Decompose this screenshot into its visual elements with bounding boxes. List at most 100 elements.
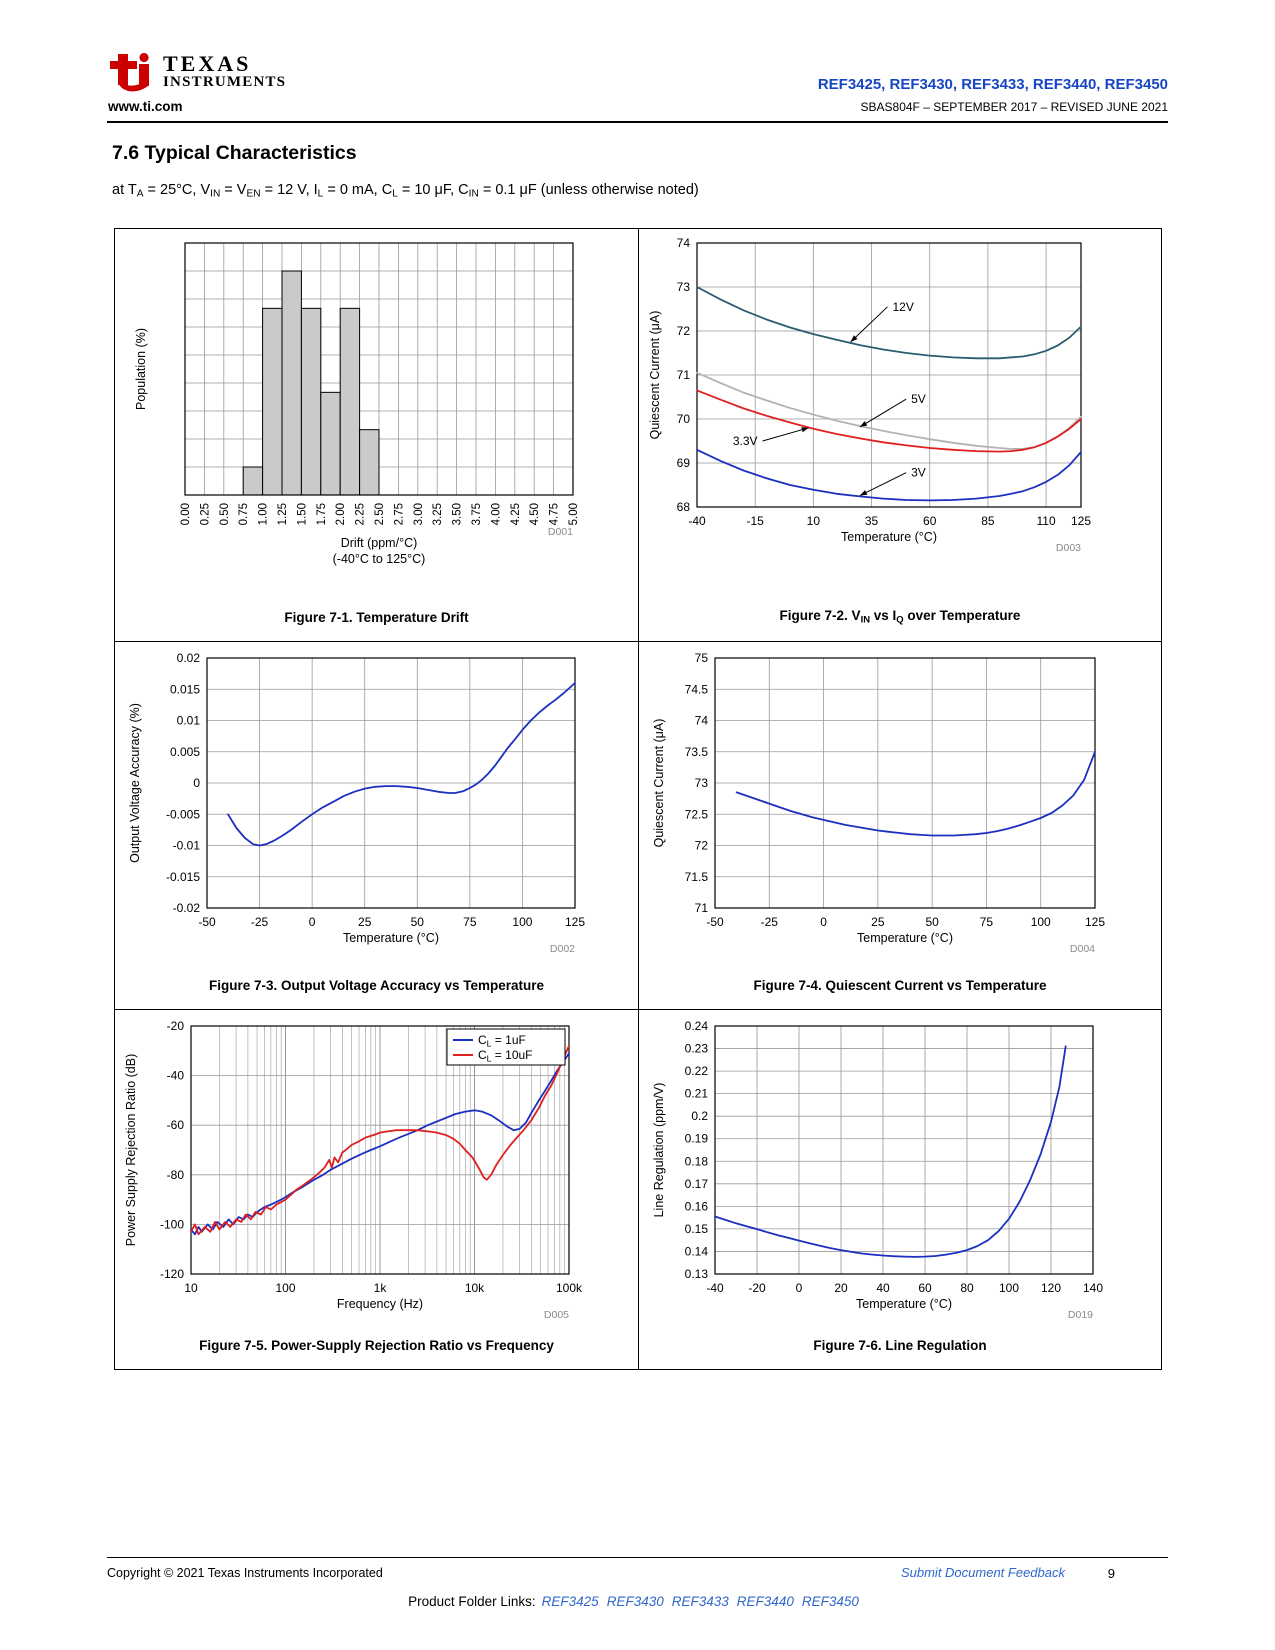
svg-text:Temperature (°C): Temperature (°C) [343, 931, 439, 945]
svg-text:3.75: 3.75 [471, 503, 483, 525]
figure-7-2-caption: Figure 7-2. VIN vs IQ over Temperature [779, 607, 1021, 625]
figure-7-6-chart: -40 -20 0 20 40 60 80 100 120 140 0.13 0.14 0.15 0.16… [652, 1019, 1103, 1321]
svg-text:110: 110 [1037, 514, 1056, 528]
svg-text:-40: -40 [167, 1069, 185, 1083]
product-link-ref3433[interactable]: REF3433 [671, 1594, 729, 1609]
product-link-ref3430[interactable]: REF3430 [606, 1594, 664, 1609]
figure-7-5-chart: 10 100 1k 10k 100k -120 -100 -80 -60 -40 -20 Freque… [124, 1019, 583, 1321]
svg-text:-80: -80 [167, 1168, 185, 1182]
svg-text:0.23: 0.23 [685, 1042, 709, 1056]
figure-7-6-cell: -40 -20 0 20 40 60 80 100 120 140 0.13 0.14 0.15 0.16… [638, 1009, 1161, 1369]
product-link-ref3450[interactable]: REF3450 [801, 1594, 859, 1609]
svg-text:0.2: 0.2 [691, 1109, 708, 1123]
svg-text:60: 60 [918, 1281, 932, 1295]
svg-text:0.015: 0.015 [170, 682, 200, 696]
product-link-ref3425[interactable]: REF3425 [541, 1594, 599, 1609]
svg-text:25: 25 [871, 915, 885, 929]
svg-text:10: 10 [807, 514, 821, 528]
svg-text:-20: -20 [748, 1281, 766, 1295]
wordmark-line1: TEXAS [163, 51, 252, 76]
svg-text:-0.02: -0.02 [173, 901, 201, 915]
svg-text:0.18: 0.18 [685, 1154, 709, 1168]
svg-text:100: 100 [1031, 915, 1051, 929]
svg-text:-40: -40 [706, 1281, 724, 1295]
svg-text:0.22: 0.22 [685, 1064, 709, 1078]
section-title: 7.6 Typical Characteristics [112, 142, 357, 164]
svg-text:1k: 1k [374, 1281, 388, 1295]
svg-text:4.00: 4.00 [490, 503, 502, 525]
svg-text:1.50: 1.50 [296, 503, 308, 525]
product-link-ref3440[interactable]: REF3440 [736, 1594, 794, 1609]
header-divider [107, 121, 1168, 123]
product-links: REF3425 REF3430 REF3433 REF3440 REF3450 [542, 1594, 867, 1609]
svg-text:0.75: 0.75 [238, 503, 250, 525]
svg-text:D003: D003 [1056, 542, 1081, 554]
svg-text:73.5: 73.5 [685, 745, 709, 759]
svg-text:Temperature (°C): Temperature (°C) [841, 530, 937, 544]
svg-text:0.25: 0.25 [199, 503, 211, 525]
svg-text:Output Voltage Accuracy (%): Output Voltage Accuracy (%) [128, 703, 142, 863]
svg-text:4.75: 4.75 [549, 503, 561, 525]
svg-text:72: 72 [695, 839, 709, 853]
svg-text:0.00: 0.00 [180, 503, 192, 525]
svg-text:Temperature (°C): Temperature (°C) [857, 931, 953, 945]
svg-text:D004: D004 [1070, 943, 1095, 955]
svg-text:2.75: 2.75 [393, 503, 405, 525]
svg-text:50: 50 [411, 915, 425, 929]
svg-text:20: 20 [834, 1281, 848, 1295]
svg-text:-50: -50 [706, 915, 724, 929]
characteristics-grid: 0.00 0.25 0.50 0.75 1.00 1.25 1.50 1.75 2.00 2.25… [114, 228, 1162, 1370]
svg-text:0: 0 [309, 915, 316, 929]
svg-text:0.15: 0.15 [685, 1222, 709, 1236]
svg-text:10k: 10k [465, 1281, 485, 1295]
figure-7-6-caption: Figure 7-6. Line Regulation [813, 1338, 987, 1353]
svg-text:-0.005: -0.005 [166, 807, 200, 821]
svg-text:50: 50 [925, 915, 939, 929]
figure-7-4-caption: Figure 7-4. Quiescent Current vs Tempera… [753, 978, 1047, 993]
svg-text:-15: -15 [747, 514, 765, 528]
svg-text:0.17: 0.17 [685, 1177, 709, 1191]
svg-text:0.14: 0.14 [685, 1244, 709, 1258]
svg-text:4.25: 4.25 [510, 503, 522, 525]
figure-7-5-caption: Figure 7-5. Power-Supply Rejection Ratio… [199, 1338, 554, 1353]
wordmark-line2: INSTRUMENTS [163, 74, 287, 91]
test-conditions: at TA = 25°C, VIN = VEN = 12 V, IL = 0 m… [112, 182, 699, 200]
svg-text:125: 125 [1071, 514, 1091, 528]
svg-text:75: 75 [980, 915, 994, 929]
svg-text:125: 125 [1085, 915, 1105, 929]
svg-text:-100: -100 [160, 1217, 184, 1231]
figure-7-3-cell: -50 -25 0 25 50 75 100 125 -0.02 -0.015 -0.01 -0.00… [115, 641, 638, 1009]
svg-text:5.00: 5.00 [568, 503, 580, 525]
svg-text:74: 74 [695, 714, 709, 728]
svg-text:0.005: 0.005 [170, 745, 200, 759]
svg-text:71: 71 [695, 901, 709, 915]
svg-text:D019: D019 [1068, 1309, 1093, 1321]
svg-text:0: 0 [193, 776, 200, 790]
svg-text:3.50: 3.50 [452, 503, 464, 525]
svg-text:73: 73 [695, 776, 709, 790]
svg-text:-40: -40 [688, 514, 706, 528]
page-number: 9 [1107, 1566, 1115, 1581]
svg-text:12V: 12V [892, 300, 913, 314]
svg-text:D001: D001 [548, 526, 573, 538]
figure-7-1-cell: 0.00 0.25 0.50 0.75 1.00 1.25 1.50 1.75 2.00 2.25… [115, 229, 638, 641]
product-links-label: Product Folder Links: [408, 1594, 536, 1609]
svg-text:Frequency (Hz): Frequency (Hz) [337, 1297, 423, 1311]
svg-text:0: 0 [820, 915, 827, 929]
svg-text:0.16: 0.16 [685, 1199, 709, 1213]
svg-text:1.75: 1.75 [316, 503, 328, 525]
svg-text:-120: -120 [160, 1267, 184, 1281]
svg-text:Line Regulation (ppm/V): Line Regulation (ppm/V) [652, 1083, 666, 1218]
svg-text:D005: D005 [544, 1309, 569, 1321]
ti-logo-icon [110, 52, 149, 92]
svg-text:100: 100 [999, 1281, 1019, 1295]
figure-7-3-chart: -50 -25 0 25 50 75 100 125 -0.02 -0.015 -0.01 -0.00… [128, 651, 585, 955]
svg-text:2.25: 2.25 [355, 503, 367, 525]
ti-website-link[interactable]: www.ti.com [108, 99, 183, 114]
svg-text:3.25: 3.25 [432, 503, 444, 525]
figure-7-3-caption: Figure 7-3. Output Voltage Accuracy vs T… [208, 978, 545, 993]
svg-text:-25: -25 [251, 915, 269, 929]
submit-feedback-link[interactable]: Submit Document Feedback [900, 1565, 1065, 1580]
svg-text:-20: -20 [167, 1019, 185, 1033]
